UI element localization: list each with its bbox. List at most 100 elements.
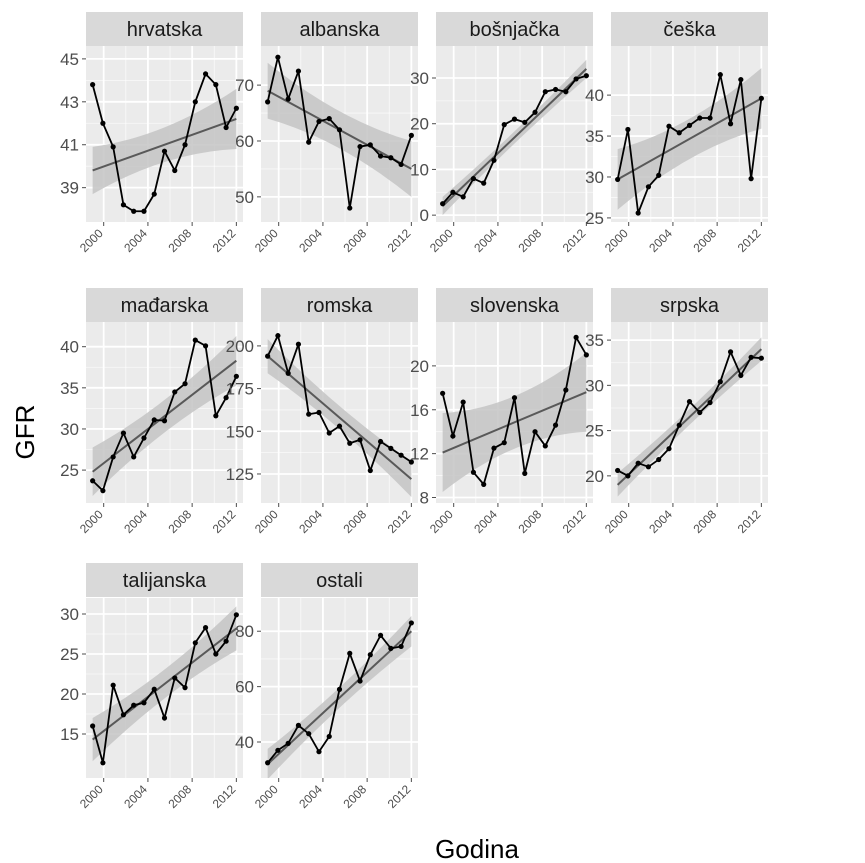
- facet-title: mađarska: [121, 295, 210, 317]
- y-tick-label: 15: [60, 725, 79, 744]
- data-point: [563, 387, 569, 393]
- data-point: [295, 722, 302, 728]
- y-tick-label: 25: [60, 645, 79, 664]
- facet-strip: [611, 12, 768, 46]
- data-point: [470, 175, 477, 182]
- data-point: [522, 470, 528, 476]
- data-point: [161, 148, 168, 154]
- data-point: [202, 71, 209, 77]
- panel-plot-area: [440, 334, 589, 493]
- x-tick-label: 2008: [340, 782, 369, 811]
- x-tick-label: 2008: [340, 226, 369, 255]
- regression-line: [616, 348, 763, 486]
- data-point: [120, 430, 127, 436]
- regression-line: [617, 97, 762, 181]
- data-point: [450, 433, 456, 439]
- y-tick-label: 125: [226, 465, 254, 484]
- data-point: [90, 82, 96, 88]
- data-point: [697, 115, 703, 121]
- x-tick-label: 2004: [471, 226, 500, 255]
- data-point: [440, 390, 446, 396]
- y-tick-label: 40: [235, 733, 254, 752]
- data-point: [357, 143, 363, 150]
- data-point: [676, 130, 682, 136]
- data-point: [151, 686, 157, 692]
- y-axis-title: GFR: [10, 405, 40, 460]
- data-point: [223, 124, 229, 131]
- y-tick-label: 40: [585, 86, 604, 105]
- data-point: [522, 119, 528, 125]
- data-point: [347, 650, 353, 656]
- facet-title: albanska: [299, 19, 380, 41]
- x-tick-label: 2004: [121, 507, 150, 536]
- y-tick-label: 35: [60, 379, 79, 398]
- data-point: [347, 205, 353, 211]
- data-point: [110, 144, 116, 150]
- data-point: [367, 652, 373, 658]
- data-point: [151, 417, 157, 423]
- data-point: [233, 373, 239, 379]
- data-point: [316, 409, 322, 416]
- facet-strip: [436, 12, 593, 46]
- data-point: [367, 467, 373, 474]
- y-tick-label: 40: [60, 338, 79, 357]
- data-point: [532, 429, 538, 435]
- data-point: [223, 638, 229, 644]
- data-point: [233, 105, 239, 111]
- data-point: [501, 122, 507, 128]
- data-point: [532, 109, 538, 115]
- facet-panel-4: češka 2000 2004 2008 2012 25 30 35 40: [585, 12, 768, 255]
- data-point: [717, 379, 723, 385]
- data-point: [306, 411, 312, 417]
- data-point: [316, 749, 322, 755]
- x-tick-label: 2004: [296, 782, 325, 811]
- data-point: [275, 54, 281, 60]
- data-point: [440, 201, 446, 207]
- x-tick-label: 2000: [77, 507, 106, 536]
- x-axis-title: Godina: [435, 834, 519, 863]
- y-tick-label: 60: [235, 678, 254, 697]
- data-point: [758, 355, 764, 361]
- data-point: [377, 632, 384, 638]
- facet-title: romska: [307, 295, 373, 317]
- y-tick-label: 43: [60, 93, 79, 112]
- data-point: [306, 731, 312, 737]
- y-tick-label: 70: [235, 76, 254, 95]
- data-point: [491, 445, 497, 451]
- data-point: [161, 418, 168, 424]
- x-tick-label: 2012: [385, 507, 414, 536]
- data-point: [408, 620, 414, 626]
- panel-plot-area: [265, 616, 414, 778]
- data-point: [676, 422, 682, 428]
- data-point: [120, 202, 127, 208]
- data-point: [90, 723, 96, 729]
- x-tick-label: 2012: [210, 226, 239, 255]
- facet-strip: [261, 288, 418, 322]
- y-tick-label: 30: [585, 376, 604, 395]
- y-tick-label: 16: [410, 401, 429, 420]
- data-point: [635, 210, 641, 216]
- data-point: [645, 464, 652, 470]
- data-point: [656, 172, 662, 178]
- data-point: [470, 469, 477, 475]
- y-tick-label: 45: [60, 50, 79, 69]
- y-tick-label: 25: [60, 461, 79, 480]
- facet-panel-7: slovenska 2000 2004 2008 2012 8 12 16 20: [410, 288, 593, 536]
- y-tick-label: 150: [226, 422, 254, 441]
- x-tick-label: 2008: [165, 782, 194, 811]
- y-tick-label: 25: [585, 209, 604, 228]
- y-tick-label: 200: [226, 337, 254, 356]
- data-point: [583, 352, 589, 358]
- data-point: [285, 740, 291, 746]
- x-tick-label: 2004: [646, 226, 675, 255]
- y-tick-label: 10: [410, 160, 429, 179]
- facet-title: srpska: [660, 295, 720, 317]
- data-point: [285, 96, 291, 102]
- data-point: [182, 381, 188, 387]
- x-tick-label: 2004: [296, 226, 325, 255]
- data-point: [223, 395, 229, 401]
- data-point: [285, 370, 291, 376]
- facet-title: ostali: [316, 570, 363, 592]
- y-tick-label: 30: [60, 420, 79, 439]
